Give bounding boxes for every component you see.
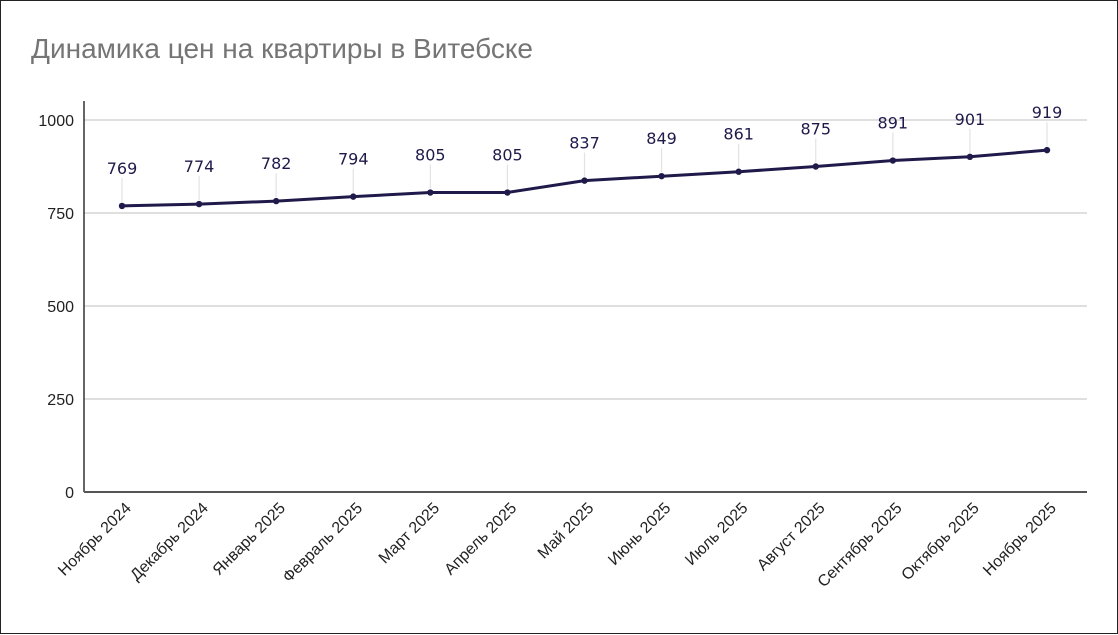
- x-tick-label: Июль 2025: [682, 500, 751, 569]
- data-point[interactable]: [350, 193, 357, 200]
- x-tick-label: Февраль 2025: [280, 500, 366, 586]
- x-tick-label: Январь 2025: [210, 500, 289, 579]
- data-label: 769: [107, 159, 138, 178]
- data-label: 794: [338, 150, 369, 169]
- data-label: 901: [955, 110, 986, 129]
- x-tick-label: Июнь 2025: [605, 500, 674, 569]
- data-point[interactable]: [195, 200, 203, 208]
- data-label: 805: [415, 146, 446, 165]
- x-tick-label: Декабрь 2024: [127, 500, 212, 585]
- data-point[interactable]: [889, 157, 897, 164]
- data-point[interactable]: [118, 202, 126, 210]
- data-point[interactable]: [812, 163, 819, 170]
- data-label: 919: [1032, 103, 1063, 122]
- data-label: 782: [261, 154, 292, 173]
- x-tick-label: Март 2025: [376, 500, 443, 567]
- data-label: 849: [646, 129, 677, 148]
- data-point[interactable]: [658, 172, 665, 180]
- x-tick-label: Октябрь 2025: [899, 500, 983, 584]
- data-label: 774: [184, 157, 215, 176]
- x-tick-label: Ноябрь 2024: [55, 500, 135, 580]
- x-tick-label: Август 2025: [754, 500, 828, 574]
- x-tick-label: Сентябрь 2025: [815, 500, 906, 591]
- y-tick-label: 0: [65, 485, 74, 502]
- y-tick-label: 750: [47, 206, 74, 223]
- y-tick-label: 1000: [38, 113, 74, 130]
- data-point[interactable]: [504, 189, 511, 196]
- data-point[interactable]: [966, 153, 974, 161]
- data-point[interactable]: [735, 168, 742, 175]
- data-label: 805: [492, 146, 523, 165]
- x-tick-label: Ноябрь 2025: [980, 500, 1060, 580]
- y-tick-label: 250: [47, 392, 74, 409]
- data-label: 875: [800, 120, 831, 139]
- data-point[interactable]: [427, 189, 434, 196]
- x-tick-label: Май 2025: [535, 500, 598, 563]
- data-point[interactable]: [1043, 146, 1051, 154]
- x-tick-label: Апрель 2025: [442, 500, 521, 579]
- chart-title: Динамика цен на квартиры в Витебске: [31, 33, 533, 64]
- data-label: 837: [569, 134, 600, 153]
- y-tick-label: 500: [47, 299, 74, 316]
- data-label: 861: [723, 125, 754, 144]
- data-label: 891: [878, 114, 909, 133]
- data-point[interactable]: [581, 177, 588, 184]
- data-point[interactable]: [272, 197, 280, 205]
